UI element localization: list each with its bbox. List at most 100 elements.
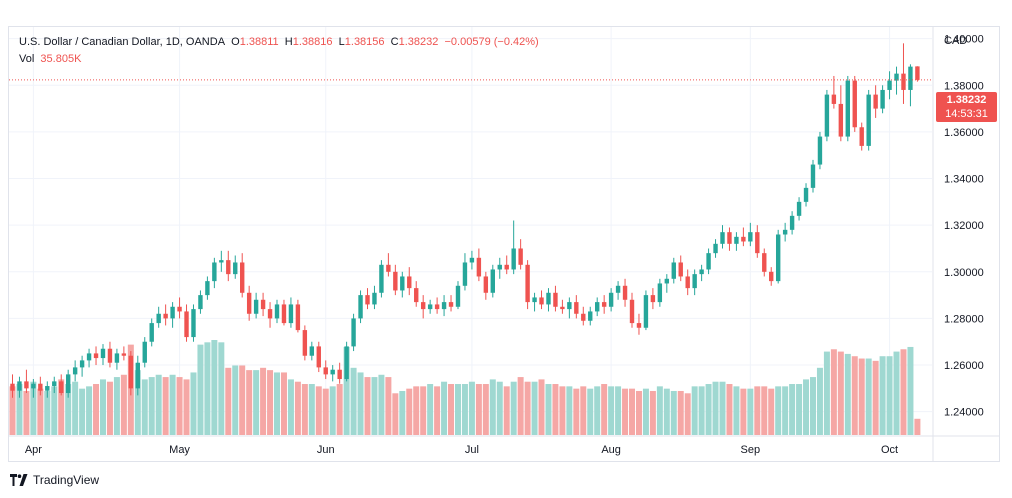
candle-body (86, 353, 92, 361)
candle-body (546, 292, 551, 305)
price-tick-label: 1.28000 (944, 313, 984, 325)
volume-bar (879, 356, 886, 435)
candle-body (393, 271, 398, 291)
volume-bar (239, 365, 246, 435)
candle-body (267, 309, 273, 319)
volume-bar (775, 386, 782, 435)
candle-body (72, 367, 78, 375)
volume-bar (629, 388, 636, 435)
volume-bar (253, 370, 260, 435)
volume-bar (343, 346, 350, 435)
volume-bar (280, 372, 287, 435)
volume-bar (580, 386, 587, 435)
volume-bar (232, 365, 239, 435)
volume-bar (58, 379, 65, 435)
bar-countdown: 14:53:31 (945, 108, 988, 120)
volume-bar (461, 384, 468, 435)
candle-body (692, 274, 697, 289)
candle-body (657, 283, 663, 303)
high-value: 1.38816 (292, 36, 333, 48)
symbol-title[interactable]: U.S. Dollar / Canadian Dollar, 1D, OANDA (19, 36, 226, 48)
candle-body (504, 264, 509, 270)
volume-bar (719, 381, 726, 435)
volume-bar (51, 386, 58, 435)
candle-body (212, 262, 217, 282)
price-tick-label: 1.26000 (944, 360, 984, 372)
candle-body (455, 285, 461, 307)
volume-bar (357, 372, 364, 435)
candle-body (184, 311, 189, 338)
volume-bar (531, 381, 538, 435)
price-tick-label: 1.34000 (944, 174, 984, 186)
candle-body (128, 355, 134, 389)
candle-body (10, 383, 15, 391)
candle-body (859, 127, 864, 146)
time-tick-label: Aug (601, 444, 621, 456)
candle-body (233, 262, 238, 275)
candle-body (769, 271, 774, 282)
volume-bar (392, 393, 399, 435)
price-tick-label: 1.38000 (944, 80, 984, 92)
candle-body (671, 262, 676, 279)
candle-body (163, 313, 168, 319)
volume-bar (399, 390, 406, 435)
volume-bar (86, 386, 93, 435)
volume-bar (9, 386, 16, 435)
volume-bar (148, 377, 155, 435)
candle-body (260, 299, 266, 310)
candle-body (532, 297, 537, 303)
volume-bar (204, 342, 211, 435)
volume-bar (218, 342, 225, 435)
volume-bar (830, 349, 837, 435)
volume-bar (809, 377, 816, 435)
candle-body (706, 253, 711, 270)
candle-body (483, 276, 489, 293)
candle-body (894, 73, 899, 81)
candle-body (490, 269, 495, 293)
time-tick-label: Jun (317, 444, 335, 456)
candle-body (100, 348, 106, 359)
open-label: O (231, 36, 240, 48)
volume-bar (176, 377, 183, 435)
currency-label[interactable]: CAD (944, 35, 968, 47)
candle-body (59, 381, 64, 394)
last-price-tag: 1.38232 14:53:31 (936, 92, 997, 122)
candle-body (156, 313, 161, 324)
candle-body (476, 257, 482, 277)
candle-body (908, 66, 913, 90)
candle-body (400, 276, 405, 291)
candle-body (810, 164, 816, 188)
volume-bar (754, 386, 761, 435)
candle-body (246, 292, 252, 314)
tradingview-brand[interactable]: TradingView (10, 473, 99, 487)
candle-body (741, 236, 746, 242)
volume-bar (851, 356, 858, 435)
candle-body (901, 73, 906, 90)
volume-bar (886, 356, 893, 435)
candle-body (191, 309, 196, 338)
volume-bar (99, 379, 106, 435)
volume-bar (274, 372, 281, 435)
candle-body (748, 232, 753, 242)
volume-bar (106, 381, 113, 435)
volume-bar (733, 386, 740, 435)
volume-bar (434, 386, 441, 435)
candle-body (650, 295, 656, 303)
candle-body (880, 89, 885, 109)
candle-body (713, 243, 718, 254)
volume-bar (287, 379, 294, 435)
candles (10, 43, 920, 398)
volume-label[interactable]: Vol (19, 53, 35, 65)
volume-bar (294, 381, 301, 435)
volume-bar (566, 386, 573, 435)
volume-bar (454, 384, 461, 435)
volume-bar (823, 351, 830, 435)
open-value: 1.38811 (239, 36, 279, 48)
price-tick-label: 1.36000 (944, 127, 984, 139)
volume-bar (594, 386, 601, 435)
volume-bar (642, 388, 649, 435)
candle-body (622, 285, 628, 300)
candle-body (789, 215, 795, 230)
change-value: −0.00579 (−0.42%) (444, 36, 539, 48)
